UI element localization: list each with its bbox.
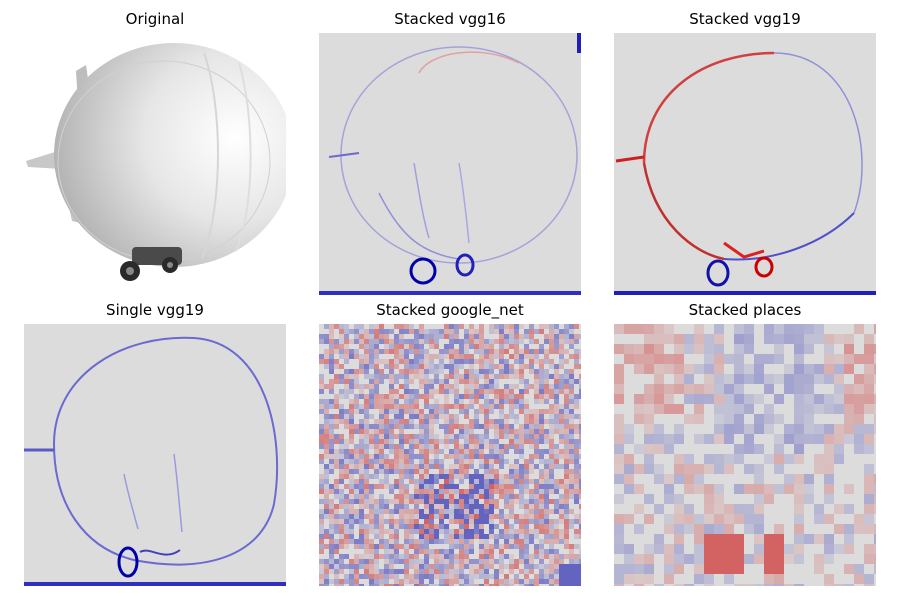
saliency-map-vgg19-single [24,324,286,586]
panel-title-stacked-vgg19: Stacked vgg19 [689,10,801,28]
panel-title-stacked-places: Stacked places [688,301,802,319]
panel-title-original: Original [125,10,185,28]
saliency-map-vgg19-stacked [614,33,876,295]
stacked-places-map [614,324,876,586]
airship-photo [24,33,286,295]
saliency-map-vgg16 [319,33,581,295]
original-image [24,33,286,295]
saliency-map-places [614,324,876,586]
panel-title-single-vgg19: Single vgg19 [106,301,204,319]
saliency-map-google-net [319,324,581,586]
stacked-google-net-map [319,324,581,586]
panel-title-stacked-vgg16: Stacked vgg16 [394,10,506,28]
panel-title-stacked-google-net: Stacked google_net [376,301,524,319]
stacked-vgg16-map [319,33,581,295]
single-vgg19-map [24,324,286,586]
stacked-vgg19-map [614,33,876,295]
